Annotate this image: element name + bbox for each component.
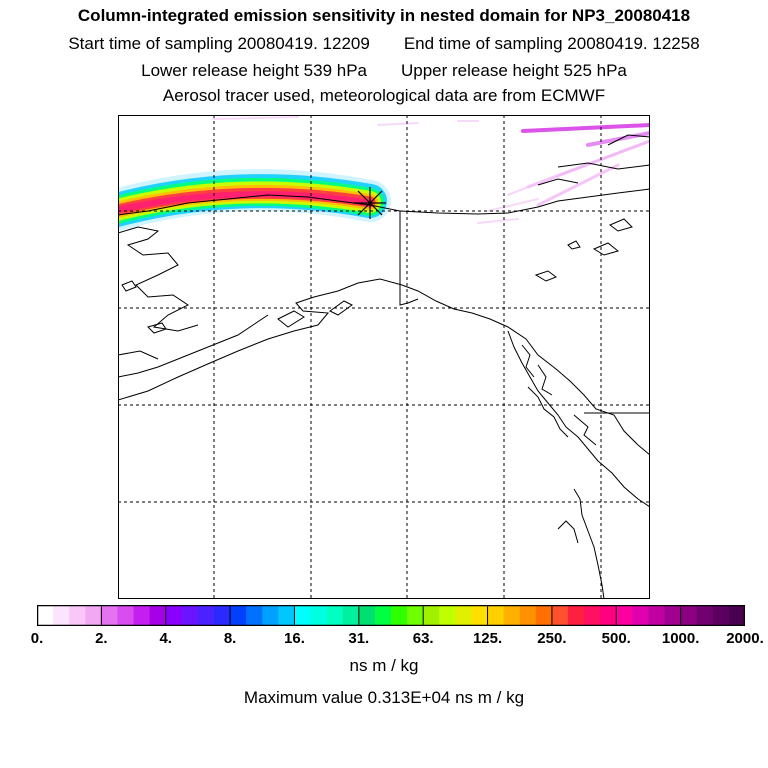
colorbar-cell: [53, 605, 70, 626]
units-label: ns m / kg: [349, 656, 419, 675]
colorbar-tick-label: 0.: [30, 630, 44, 647]
release-point-star: [354, 187, 386, 219]
sampling-times: Start time of sampling 20080419. 12209 En…: [0, 34, 768, 54]
emission-plume: [118, 169, 391, 232]
colorbar-cell: [391, 605, 408, 626]
colorbar-cell: [69, 605, 86, 626]
colorbar-cell: [616, 605, 633, 626]
colorbar-cell: [584, 605, 601, 626]
colorbar-cell: [117, 605, 135, 626]
grid-lines: [118, 115, 650, 599]
colorbar-tick-label: 63.: [412, 630, 434, 647]
colorbar-cell: [439, 605, 456, 626]
colorbar-cell: [85, 605, 102, 626]
colorbar-cell: [133, 605, 151, 626]
colorbar-tick-label: 500.: [601, 630, 631, 647]
colorbar-cell: [471, 605, 489, 626]
coastlines: [118, 134, 650, 599]
colorbar-tick-label: 4.: [159, 630, 172, 647]
colorbar-cell: [214, 605, 231, 626]
colorbar-cell: [246, 605, 263, 626]
colorbar-tick-label: 8.: [223, 630, 237, 647]
start-time-label: Start time of sampling 20080419. 12209: [68, 34, 370, 53]
colorbar-cell: [519, 605, 537, 626]
end-time-label: End time of sampling 20080419. 12258: [403, 34, 700, 53]
lower-height-label: Lower release height 539 hPa: [141, 61, 367, 80]
colorbar-cell: [487, 605, 505, 626]
colorbar-cell: [503, 605, 521, 626]
colorbar-cell: [648, 605, 666, 626]
colorbar-cell: [358, 605, 376, 626]
colorbar-tick-label: 16.: [284, 630, 305, 647]
colorbar-cell: [600, 605, 617, 626]
colorbar-cell: [149, 605, 167, 626]
colorbar-cell: [37, 605, 54, 626]
colorbar-cell: [165, 605, 183, 626]
colorbar-cell: [197, 605, 215, 626]
colorbar-cell: [101, 605, 118, 626]
colorbar-cell: [374, 605, 392, 626]
max-value-label: Maximum value 0.313E+04 ns m / kg: [243, 688, 525, 707]
colorbar-cell: [680, 605, 698, 626]
tracer-info: Aerosol tracer used, meteorological data…: [162, 86, 606, 105]
colorbar-cell: [181, 605, 199, 626]
colorbar-cell: [664, 605, 682, 626]
colorbar-cell: [632, 605, 649, 626]
colorbar-cell: [696, 605, 714, 626]
colorbar-tick-label: 250.: [537, 630, 567, 647]
colorbar-cell: [535, 605, 553, 626]
colorbar-tick-label: 2.: [95, 630, 108, 647]
colorbar-cell: [326, 605, 344, 626]
colorbar-cell: [342, 605, 360, 626]
colorbar-cell: [278, 605, 295, 626]
colorbar-cell: [407, 605, 424, 626]
colorbar-cell: [230, 605, 247, 626]
colorbar-tick-label: 31.: [348, 630, 370, 647]
colorbar-tick-label: 2000.: [726, 630, 764, 647]
colorbar-cell: [728, 605, 745, 626]
colorbar-tick-label: 125.: [472, 630, 503, 647]
colorbar-tick-label: 1000.: [661, 630, 700, 647]
colorbar-cell: [310, 605, 328, 626]
colorbar-cell: [568, 605, 585, 626]
political-borders: [399, 211, 650, 414]
release-heights: Lower release height 539 hPa Upper releas…: [0, 61, 768, 81]
upper-height-label: Upper release height 525 hPa: [401, 61, 627, 80]
colorbar-cell: [294, 605, 312, 626]
sensitivity-map: [118, 115, 650, 599]
colorbar: [37, 605, 745, 626]
colorbar-cell: [712, 605, 730, 626]
colorbar-cell: [262, 605, 279, 626]
colorbar-cell: [455, 605, 472, 626]
colorbar-cell: [423, 605, 440, 626]
colorbar-cell: [551, 605, 569, 626]
colorbar-border: [37, 605, 745, 626]
plot-title: Column-integrated emission sensitivity i…: [77, 6, 691, 25]
